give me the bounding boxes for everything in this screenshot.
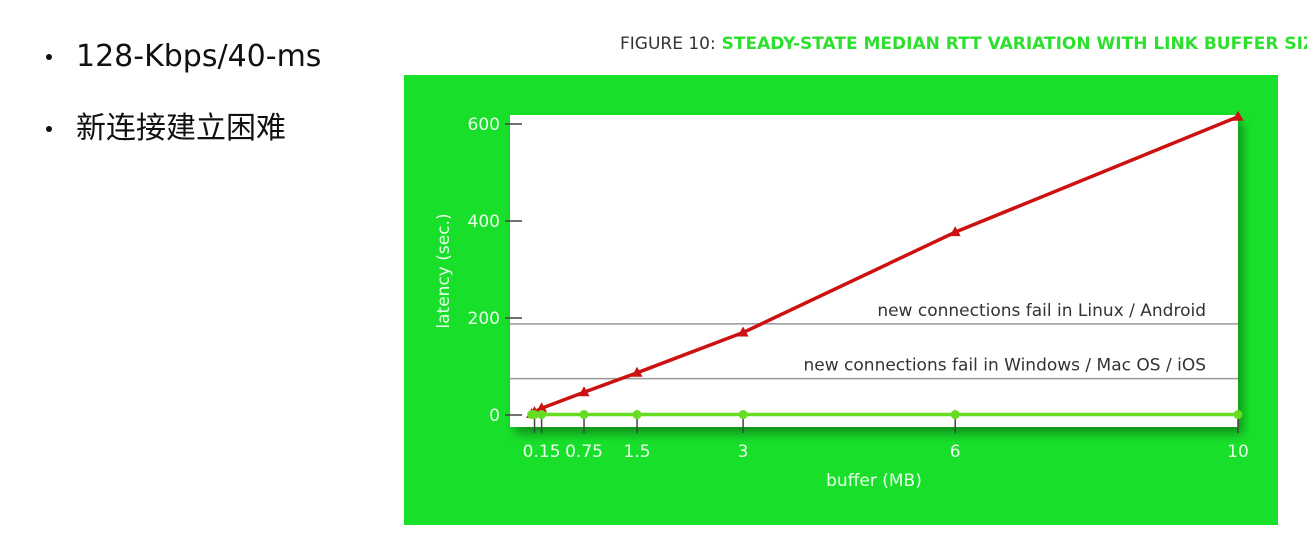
red-series-point xyxy=(631,366,643,377)
x-tick-label: 10 xyxy=(1227,442,1249,462)
bullet-text: 新连接建立困难 xyxy=(76,111,286,146)
threshold-annotation: new connections fail in Linux / Android xyxy=(877,301,1206,321)
annotation-layer: new connections fail in Linux / Android n… xyxy=(510,301,1238,380)
x-tick-label: 6 xyxy=(950,442,961,462)
y-tick-label: 600 xyxy=(468,115,500,135)
red-series-point xyxy=(737,326,749,337)
bullet-item: 新连接建立困难 xyxy=(40,110,321,148)
red-series-point xyxy=(578,386,590,397)
x-tick-label: 0.15 xyxy=(523,442,561,462)
green-series-point xyxy=(738,410,748,420)
y-tick-label: 200 xyxy=(468,309,500,329)
green-series-point xyxy=(632,410,642,420)
red-series-point xyxy=(536,402,548,413)
red-series-point xyxy=(1232,110,1244,121)
green-series-point xyxy=(1233,410,1243,420)
y-tick-label: 0 xyxy=(489,406,500,426)
bullet-list: 128-Kbps/40-ms 新连接建立困难 xyxy=(40,38,321,182)
figure-title: FIGURE 10: STEADY-STATE MEDIAN RTT VARIA… xyxy=(620,34,1307,54)
green-series-point xyxy=(537,410,547,420)
green-series-point xyxy=(950,410,960,420)
axis-layer: 0 200 400 600 0.15 0.75 1.5 3 6 10 xyxy=(468,115,1249,462)
x-axis-label: buffer (MB) xyxy=(826,471,922,491)
x-tick-label: 0.75 xyxy=(565,442,603,462)
red-series-point xyxy=(949,226,961,237)
bullet-item: 128-Kbps/40-ms xyxy=(40,38,321,76)
series-layer xyxy=(526,110,1244,420)
chart: new connections fail in Linux / Android n… xyxy=(404,75,1278,525)
green-series-point xyxy=(579,410,589,420)
threshold-annotation: new connections fail in Windows / Mac OS… xyxy=(804,356,1206,376)
x-tick-label: 3 xyxy=(738,442,749,462)
bullet-dot xyxy=(46,54,52,60)
figure-title-text: STEADY-STATE MEDIAN RTT VARIATION WITH L… xyxy=(721,34,1307,54)
x-tick-label: 1.5 xyxy=(624,442,651,462)
green-series-point xyxy=(530,410,540,420)
bullet-text: 128-Kbps/40-ms xyxy=(76,39,322,74)
y-axis-label: latency (sec.) xyxy=(434,213,454,328)
bullet-dot xyxy=(46,126,52,132)
figure-title-prefix: FIGURE 10: xyxy=(620,34,716,54)
y-tick-label: 400 xyxy=(468,212,500,232)
